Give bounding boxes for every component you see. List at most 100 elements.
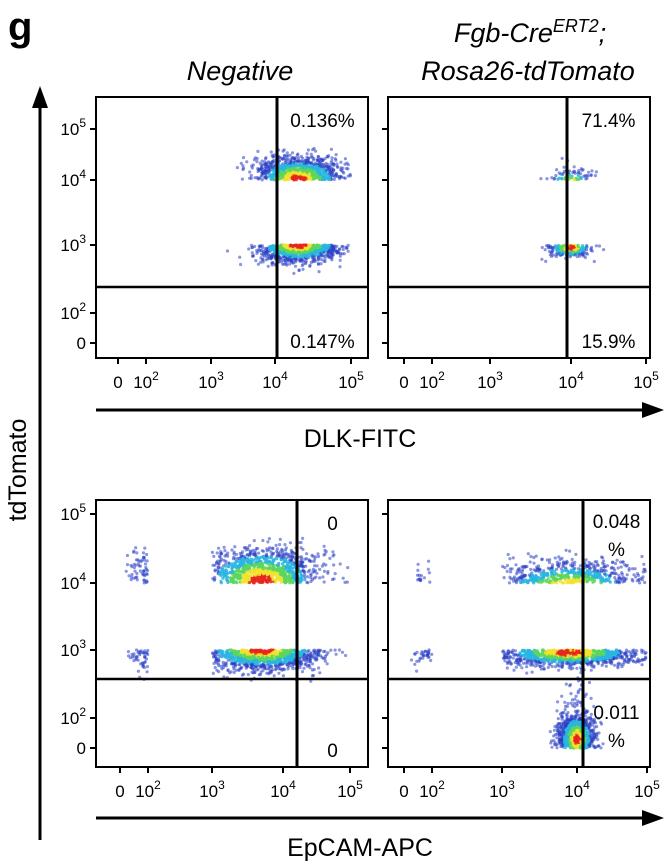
- data-point: [0, 335, 2, 338]
- data-point: [246, 563, 250, 567]
- data-point: [0, 275, 2, 278]
- data-point: [222, 545, 226, 549]
- data-point: [219, 550, 223, 554]
- data-point: [0, 318, 2, 321]
- data-point: [255, 546, 260, 551]
- data-point: [0, 329, 2, 332]
- data-point: [0, 331, 2, 334]
- data-point: [0, 0, 2, 2]
- data-point: [0, 325, 2, 328]
- data-point: [0, 0, 2, 2]
- data-point: [0, 324, 2, 327]
- data-point: [0, 0, 2, 2]
- data-point: [332, 177, 336, 181]
- data-point: [292, 258, 296, 262]
- data-point: [0, 0, 2, 2]
- data-point: [0, 0, 2, 2]
- data-point: [0, 287, 2, 290]
- data-point: [344, 653, 348, 658]
- data-point: [136, 669, 140, 673]
- data-point: [0, 299, 2, 302]
- data-point: [250, 570, 254, 574]
- data-point: [299, 540, 303, 545]
- data-point: [0, 331, 2, 334]
- data-point: [0, 299, 2, 302]
- data-point: [332, 577, 336, 581]
- data-point: [0, 0, 2, 2]
- data-point: [0, 320, 2, 323]
- data-point: [0, 298, 2, 301]
- data-point: [278, 176, 283, 180]
- data-point: [245, 656, 249, 660]
- data-point: [0, 318, 2, 321]
- data-point: [0, 318, 2, 321]
- data-point: [0, 335, 2, 338]
- data-point: [247, 661, 251, 665]
- data-point: [0, 338, 2, 341]
- data-point: [0, 319, 2, 322]
- data-point: [0, 327, 2, 330]
- data-point: [0, 273, 2, 276]
- data-point: [602, 248, 606, 252]
- data-point: [308, 559, 312, 563]
- data-point: [0, 320, 2, 323]
- data-point: [229, 652, 233, 656]
- data-point: [0, 297, 2, 300]
- data-point: [0, 317, 2, 320]
- data-point: [297, 156, 301, 160]
- data-point: [277, 553, 281, 557]
- data-point: [556, 246, 560, 250]
- data-point: [0, 322, 2, 325]
- data-point: [287, 664, 292, 668]
- data-point: [0, 337, 2, 340]
- data-point: [0, 334, 2, 337]
- data-point: [216, 568, 220, 572]
- data-point: [248, 170, 252, 174]
- data-point: [0, 312, 2, 315]
- data-point: [0, 329, 2, 332]
- data-point: [265, 560, 269, 564]
- data-point: [0, 0, 2, 2]
- data-point: [0, 311, 2, 314]
- data-point: [0, 321, 2, 324]
- data-point: [0, 0, 2, 2]
- data-point: [132, 652, 136, 656]
- data-point: [0, 322, 2, 325]
- data-point: [0, 327, 2, 330]
- data-point: [0, 332, 2, 335]
- data-point: [0, 315, 2, 318]
- data-point: [0, 0, 2, 2]
- data-point: [577, 169, 581, 173]
- data-point: [312, 570, 316, 574]
- data-point: [0, 542, 2, 545]
- data-point: [0, 325, 2, 328]
- data-point: [316, 154, 320, 159]
- data-point: [305, 159, 309, 163]
- data-point: [286, 575, 290, 580]
- data-point: [0, 322, 2, 325]
- data-point: [0, 0, 2, 2]
- data-point: [0, 339, 2, 342]
- data-point: [0, 314, 2, 317]
- data-point: [311, 656, 316, 660]
- data-point: [0, 274, 2, 277]
- data-point: [145, 670, 149, 674]
- data-point: [0, 301, 2, 304]
- data-point: [0, 341, 2, 344]
- data-point: [0, 341, 2, 344]
- data-point: [0, 333, 2, 336]
- data-point: [0, 326, 2, 329]
- data-point: [561, 171, 565, 175]
- data-point: [0, 323, 2, 326]
- data-point: [0, 314, 2, 317]
- data-point: [0, 326, 2, 329]
- data-point: [0, 0, 2, 2]
- data-point: [0, 294, 2, 297]
- data-point: [0, 341, 2, 344]
- data-point: [0, 321, 2, 324]
- data-point: [322, 250, 326, 254]
- data-point: [0, 324, 2, 327]
- data-point: [0, 327, 2, 330]
- data-point: [262, 250, 266, 254]
- data-point: [0, 0, 2, 2]
